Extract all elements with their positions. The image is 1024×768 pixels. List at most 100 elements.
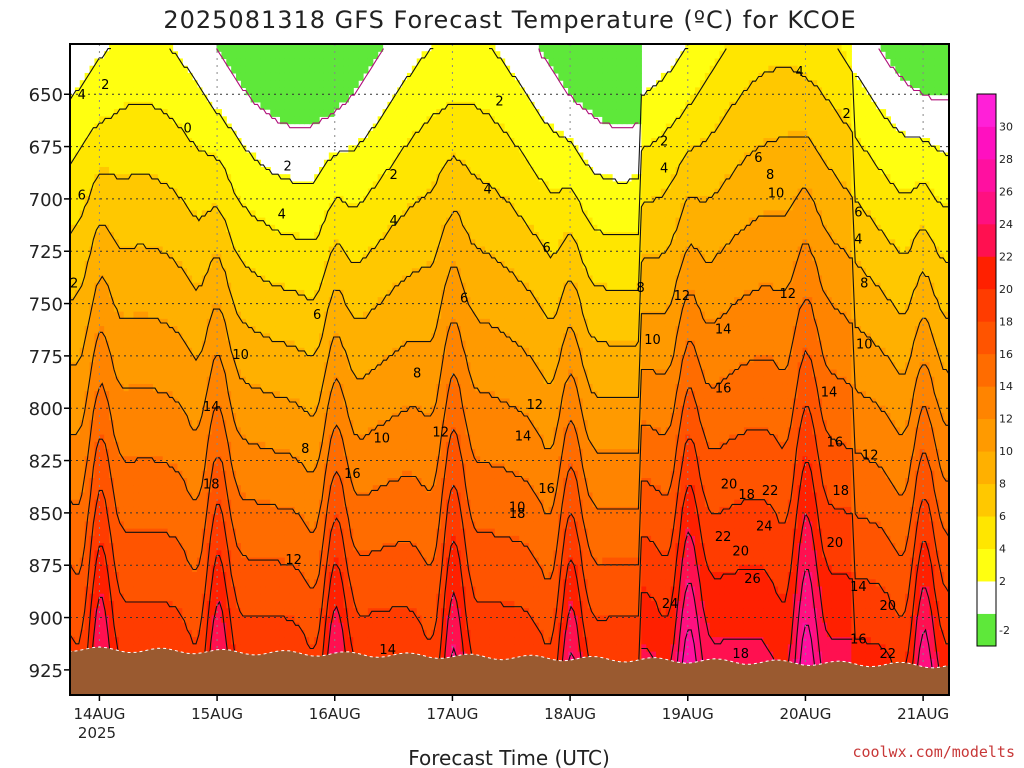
temperature-cell	[256, 254, 261, 262]
temperature-cell	[124, 73, 129, 81]
temperature-cell	[104, 377, 109, 385]
temperature-cell	[163, 131, 168, 139]
temperature-cell	[85, 427, 90, 435]
temperature-cell	[285, 95, 290, 103]
temperature-cell	[133, 261, 138, 269]
temperature-cell	[133, 174, 138, 182]
temperature-cell	[300, 189, 305, 197]
temperature-cell	[80, 398, 85, 406]
temperature-cell	[133, 124, 138, 132]
temperature-cell	[265, 174, 270, 182]
temperature-cell	[212, 449, 217, 457]
temperature-cell	[241, 160, 246, 168]
temperature-cell	[163, 572, 168, 580]
temperature-cell	[173, 254, 178, 262]
temperature-cell	[329, 51, 334, 59]
temperature-cell	[129, 232, 134, 240]
temperature-cell	[80, 572, 85, 580]
temperature-cell	[275, 254, 280, 262]
temperature-cell	[353, 189, 358, 197]
temperature-cell	[158, 268, 163, 276]
temperature-cell	[187, 304, 192, 312]
temperature-cell	[251, 464, 256, 472]
temperature-cell	[129, 427, 134, 435]
temperature-cell	[114, 116, 119, 124]
temperature-cell	[114, 66, 119, 74]
temperature-cell	[197, 189, 202, 197]
temperature-cell	[285, 572, 290, 580]
temperature-cell	[226, 304, 231, 312]
temperature-cell	[153, 290, 158, 298]
temperature-cell	[304, 377, 309, 385]
temperature-cell	[256, 167, 261, 175]
temperature-cell	[182, 254, 187, 262]
temperature-cell	[173, 102, 178, 110]
temperature-cell	[90, 333, 95, 341]
temperature-cell	[295, 319, 300, 327]
temperature-cell	[256, 485, 261, 493]
temperature-cell	[153, 550, 158, 558]
temperature-cell	[251, 391, 256, 399]
temperature-cell	[80, 435, 85, 443]
temperature-cell	[300, 275, 305, 283]
temperature-cell	[251, 507, 256, 515]
temperature-cell	[182, 102, 187, 110]
temperature-cell	[251, 167, 256, 175]
temperature-cell	[133, 362, 138, 370]
temperature-cell	[334, 218, 339, 226]
temperature-cell	[275, 51, 280, 59]
temperature-cell	[75, 536, 80, 544]
temperature-cell	[295, 644, 300, 652]
temperature-cell	[241, 362, 246, 370]
temperature-cell	[177, 521, 182, 529]
temperature-cell	[173, 362, 178, 370]
temperature-cell	[124, 492, 129, 500]
temperature-cell	[177, 536, 182, 544]
temperature-cell	[75, 384, 80, 392]
temperature-cell	[265, 471, 270, 479]
temperature-cell	[304, 189, 309, 197]
temperature-cell	[319, 464, 324, 472]
temperature-cell	[85, 485, 90, 493]
temperature-cell	[75, 370, 80, 378]
temperature-cell	[290, 362, 295, 370]
temperature-cell	[300, 239, 305, 247]
temperature-cell	[339, 644, 344, 652]
temperature-cell	[300, 218, 305, 226]
temperature-cell	[177, 153, 182, 161]
temperature-cell	[90, 102, 95, 110]
temperature-cell	[260, 406, 265, 414]
temperature-cell	[90, 95, 95, 103]
temperature-cell	[290, 377, 295, 385]
temperature-cell	[207, 391, 212, 399]
temperature-cell	[290, 80, 295, 88]
temperature-cell	[119, 406, 124, 414]
temperature-cell	[99, 160, 104, 168]
temperature-cell	[246, 492, 251, 500]
temperature-cell	[197, 153, 202, 161]
temperature-cell	[202, 189, 207, 197]
temperature-cell	[343, 312, 348, 320]
temperature-cell	[309, 398, 314, 406]
temperature-cell	[275, 543, 280, 551]
temperature-cell	[236, 66, 241, 74]
temperature-cell	[177, 377, 182, 385]
temperature-cell	[104, 95, 109, 103]
temperature-cell	[241, 492, 246, 500]
temperature-cell	[300, 73, 305, 81]
temperature-cell	[119, 290, 124, 298]
temperature-cell	[256, 203, 261, 211]
temperature-cell	[256, 521, 261, 529]
temperature-cell	[314, 601, 319, 609]
temperature-cell	[153, 572, 158, 580]
temperature-cell	[275, 370, 280, 378]
temperature-cell	[138, 507, 143, 515]
temperature-cell	[133, 66, 138, 74]
temperature-cell	[143, 333, 148, 341]
temperature-cell	[280, 102, 285, 110]
temperature-cell	[304, 232, 309, 240]
temperature-cell	[285, 420, 290, 428]
temperature-cell	[99, 283, 104, 291]
temperature-cell	[241, 247, 246, 255]
temperature-cell	[148, 116, 153, 124]
